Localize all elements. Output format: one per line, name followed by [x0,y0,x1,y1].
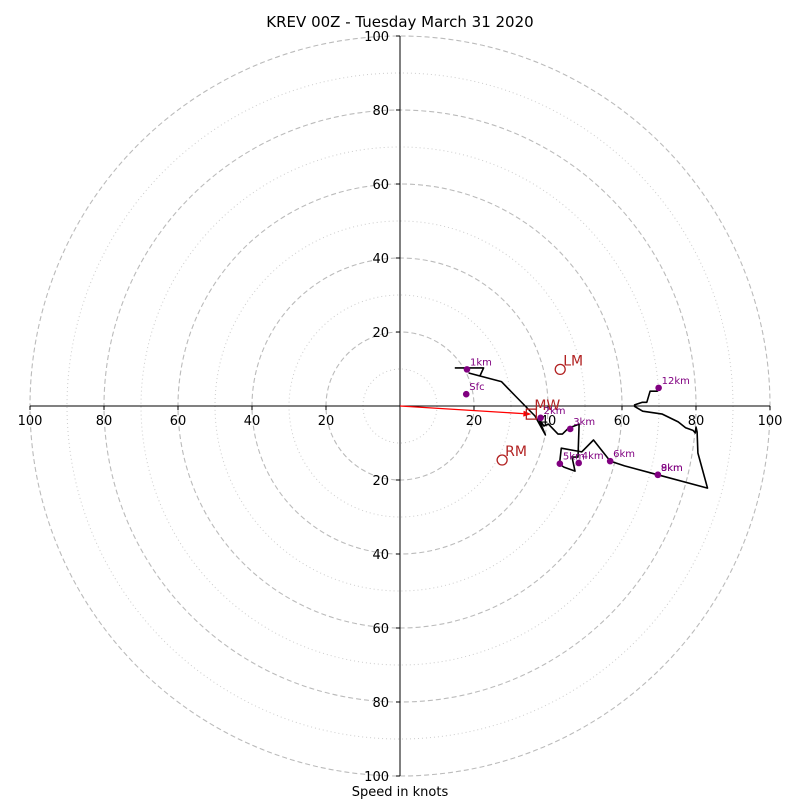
y-tick-label: 40 [372,252,389,267]
y-tick-label: 60 [372,178,389,193]
height-marker-1km-label: 1km [470,357,492,368]
storm-motion-lm-label: LM [563,353,583,369]
x-tick-label: 80 [96,414,113,429]
y-tick-label: 20 [372,326,389,341]
storm-motion-rm-label: RM [505,444,527,460]
y-tick-label: 20 [372,474,389,489]
x-tick-label: 60 [614,414,631,429]
height-marker-2km [537,414,544,422]
height-marker-8km-label: 8km [661,463,683,474]
x-tick-label: 40 [244,414,261,429]
x-tick-label: 20 [466,414,483,429]
x-tick-label: 100 [758,414,783,429]
mean-wind-arrow-line [399,405,524,415]
height-marker-5km-label: 5km [563,452,585,463]
x-tick-label: 80 [688,414,705,429]
storm-motion-markers: LM RM MW [496,353,583,466]
storm-motion-rm-marker [496,454,508,466]
storm-motion-lm-marker [554,363,566,376]
height-marker-4km-label: 4km [582,451,604,462]
y-tick-label: 80 [372,696,389,711]
height-marker-9km-label: 9km [661,463,683,474]
y-tick-label: 100 [364,30,389,45]
x-axis-label: Speed in knots [352,785,449,800]
height-marker-3km [566,425,574,433]
height-marker-6km-label: 6km [613,449,635,460]
height-marker-6km [606,457,614,465]
height-marker-12km-label: 12km [662,376,690,387]
y-tick-label: 80 [372,104,389,119]
x-tick-label: 60 [170,414,187,429]
storm-motion-mw-label: MW [534,398,560,414]
height-marker-sfc-label: Sfc [469,382,484,393]
y-tick-label: 40 [372,548,389,563]
storm-motion-mw-marker [525,408,537,420]
axes: 100 80 60 40 20 20 40 60 80 100100806040202040608… [18,30,783,785]
height-marker-2km-label: 2km [544,406,566,417]
height-marker-1km [463,366,471,373]
x-tick-label: 20 [318,414,335,429]
height-marker-12km [655,384,662,392]
height-marker-sfc [462,390,470,398]
mean-wind-arrow-head [523,410,532,417]
height-marker-4km [575,459,583,467]
height-marker-3km-label: 3km [573,417,595,428]
y-tick-label: 60 [372,622,389,637]
chart-title: KREV 00Z - Tuesday March 31 2020 [266,13,533,31]
mean-wind-vector [399,405,532,417]
height-marker-5km [556,460,564,468]
x-tick-label: 100 [18,414,43,429]
height-marker-9km [654,471,662,479]
y-tick-label: 100 [364,770,389,785]
